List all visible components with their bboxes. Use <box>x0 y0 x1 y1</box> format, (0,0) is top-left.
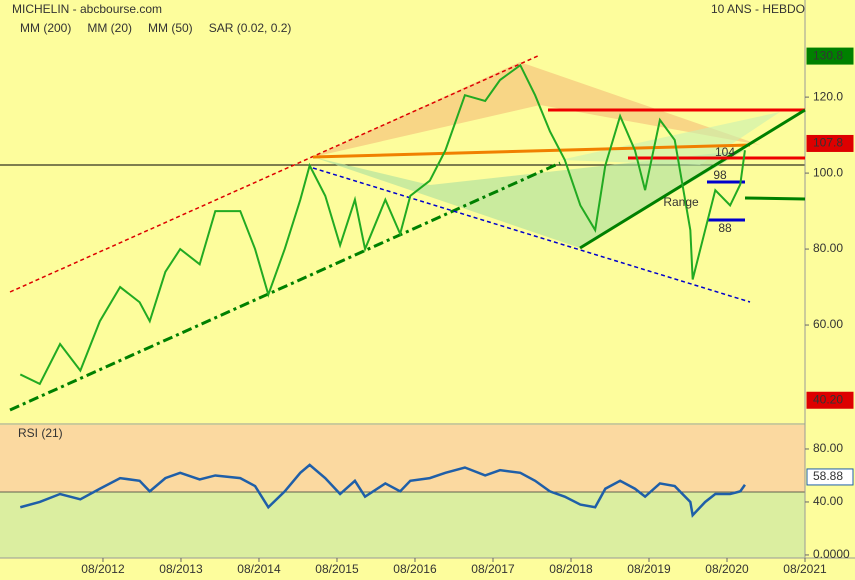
last-value-box <box>806 47 854 65</box>
legend-entry: MM (200) <box>20 21 71 35</box>
y-tick-label: 80.00 <box>813 441 843 455</box>
trend-line <box>312 167 751 303</box>
legend-entry: MM (20) <box>87 21 132 35</box>
annotation: 98 <box>713 168 727 182</box>
triangle-fill <box>560 112 780 165</box>
rsi-lower-zone <box>0 492 805 558</box>
x-tick-label: 08/2015 <box>315 562 359 576</box>
y-tick-label: 120.0 <box>813 89 843 103</box>
chart-title: MICHELIN - abcbourse.com <box>12 2 162 16</box>
x-tick-label: 08/2013 <box>159 562 203 576</box>
y-tick-label: 0.0000 <box>813 547 850 561</box>
x-tick-label: 08/2018 <box>549 562 593 576</box>
legend-entry: MM (50) <box>148 21 193 35</box>
x-tick-label: 08/2020 <box>705 562 749 576</box>
series-line <box>19 63 746 386</box>
trend-drawings <box>9 54 806 412</box>
annotation: Range <box>663 195 699 209</box>
last-value-box <box>806 134 854 152</box>
y-tick-label: 80.00 <box>813 241 843 255</box>
last-value-label: 58.88 <box>813 469 843 483</box>
series-line <box>19 463 746 518</box>
last-value-label: 130.8 <box>813 48 843 62</box>
x-tick-label: 08/2016 <box>393 562 437 576</box>
chart-subtitle: 10 ANS - HEBDO <box>711 2 805 16</box>
rsi-upper-zone <box>0 425 805 492</box>
last-value-box <box>806 468 854 486</box>
annotation: 104 <box>715 145 735 159</box>
support-line <box>579 108 806 250</box>
x-tick-label: 08/2014 <box>237 562 281 576</box>
legend-entry: SAR (0.02, 0.2) <box>209 21 292 35</box>
y-tick-label: 60.00 <box>813 317 843 331</box>
trend-line <box>9 161 561 412</box>
channel-fill <box>313 150 745 248</box>
x-tick-label: 08/2012 <box>81 562 125 576</box>
channel-fill <box>313 62 760 157</box>
rsi-title: RSI (21) <box>18 426 63 440</box>
trend-line <box>9 54 541 293</box>
support-line <box>744 196 806 201</box>
y-tick-label: 40.00 <box>813 494 843 508</box>
x-tick-label: 08/2021 <box>783 562 827 576</box>
y-tick-label: 100.0 <box>813 165 843 179</box>
last-value-label: 40.20 <box>813 392 843 406</box>
last-value-label: 107.8 <box>813 136 843 150</box>
x-tick-label: 08/2017 <box>471 562 515 576</box>
x-tick-label: 08/2019 <box>627 562 671 576</box>
annotation: 88 <box>718 221 732 235</box>
trend-line <box>312 143 751 159</box>
last-value-box <box>806 391 854 409</box>
